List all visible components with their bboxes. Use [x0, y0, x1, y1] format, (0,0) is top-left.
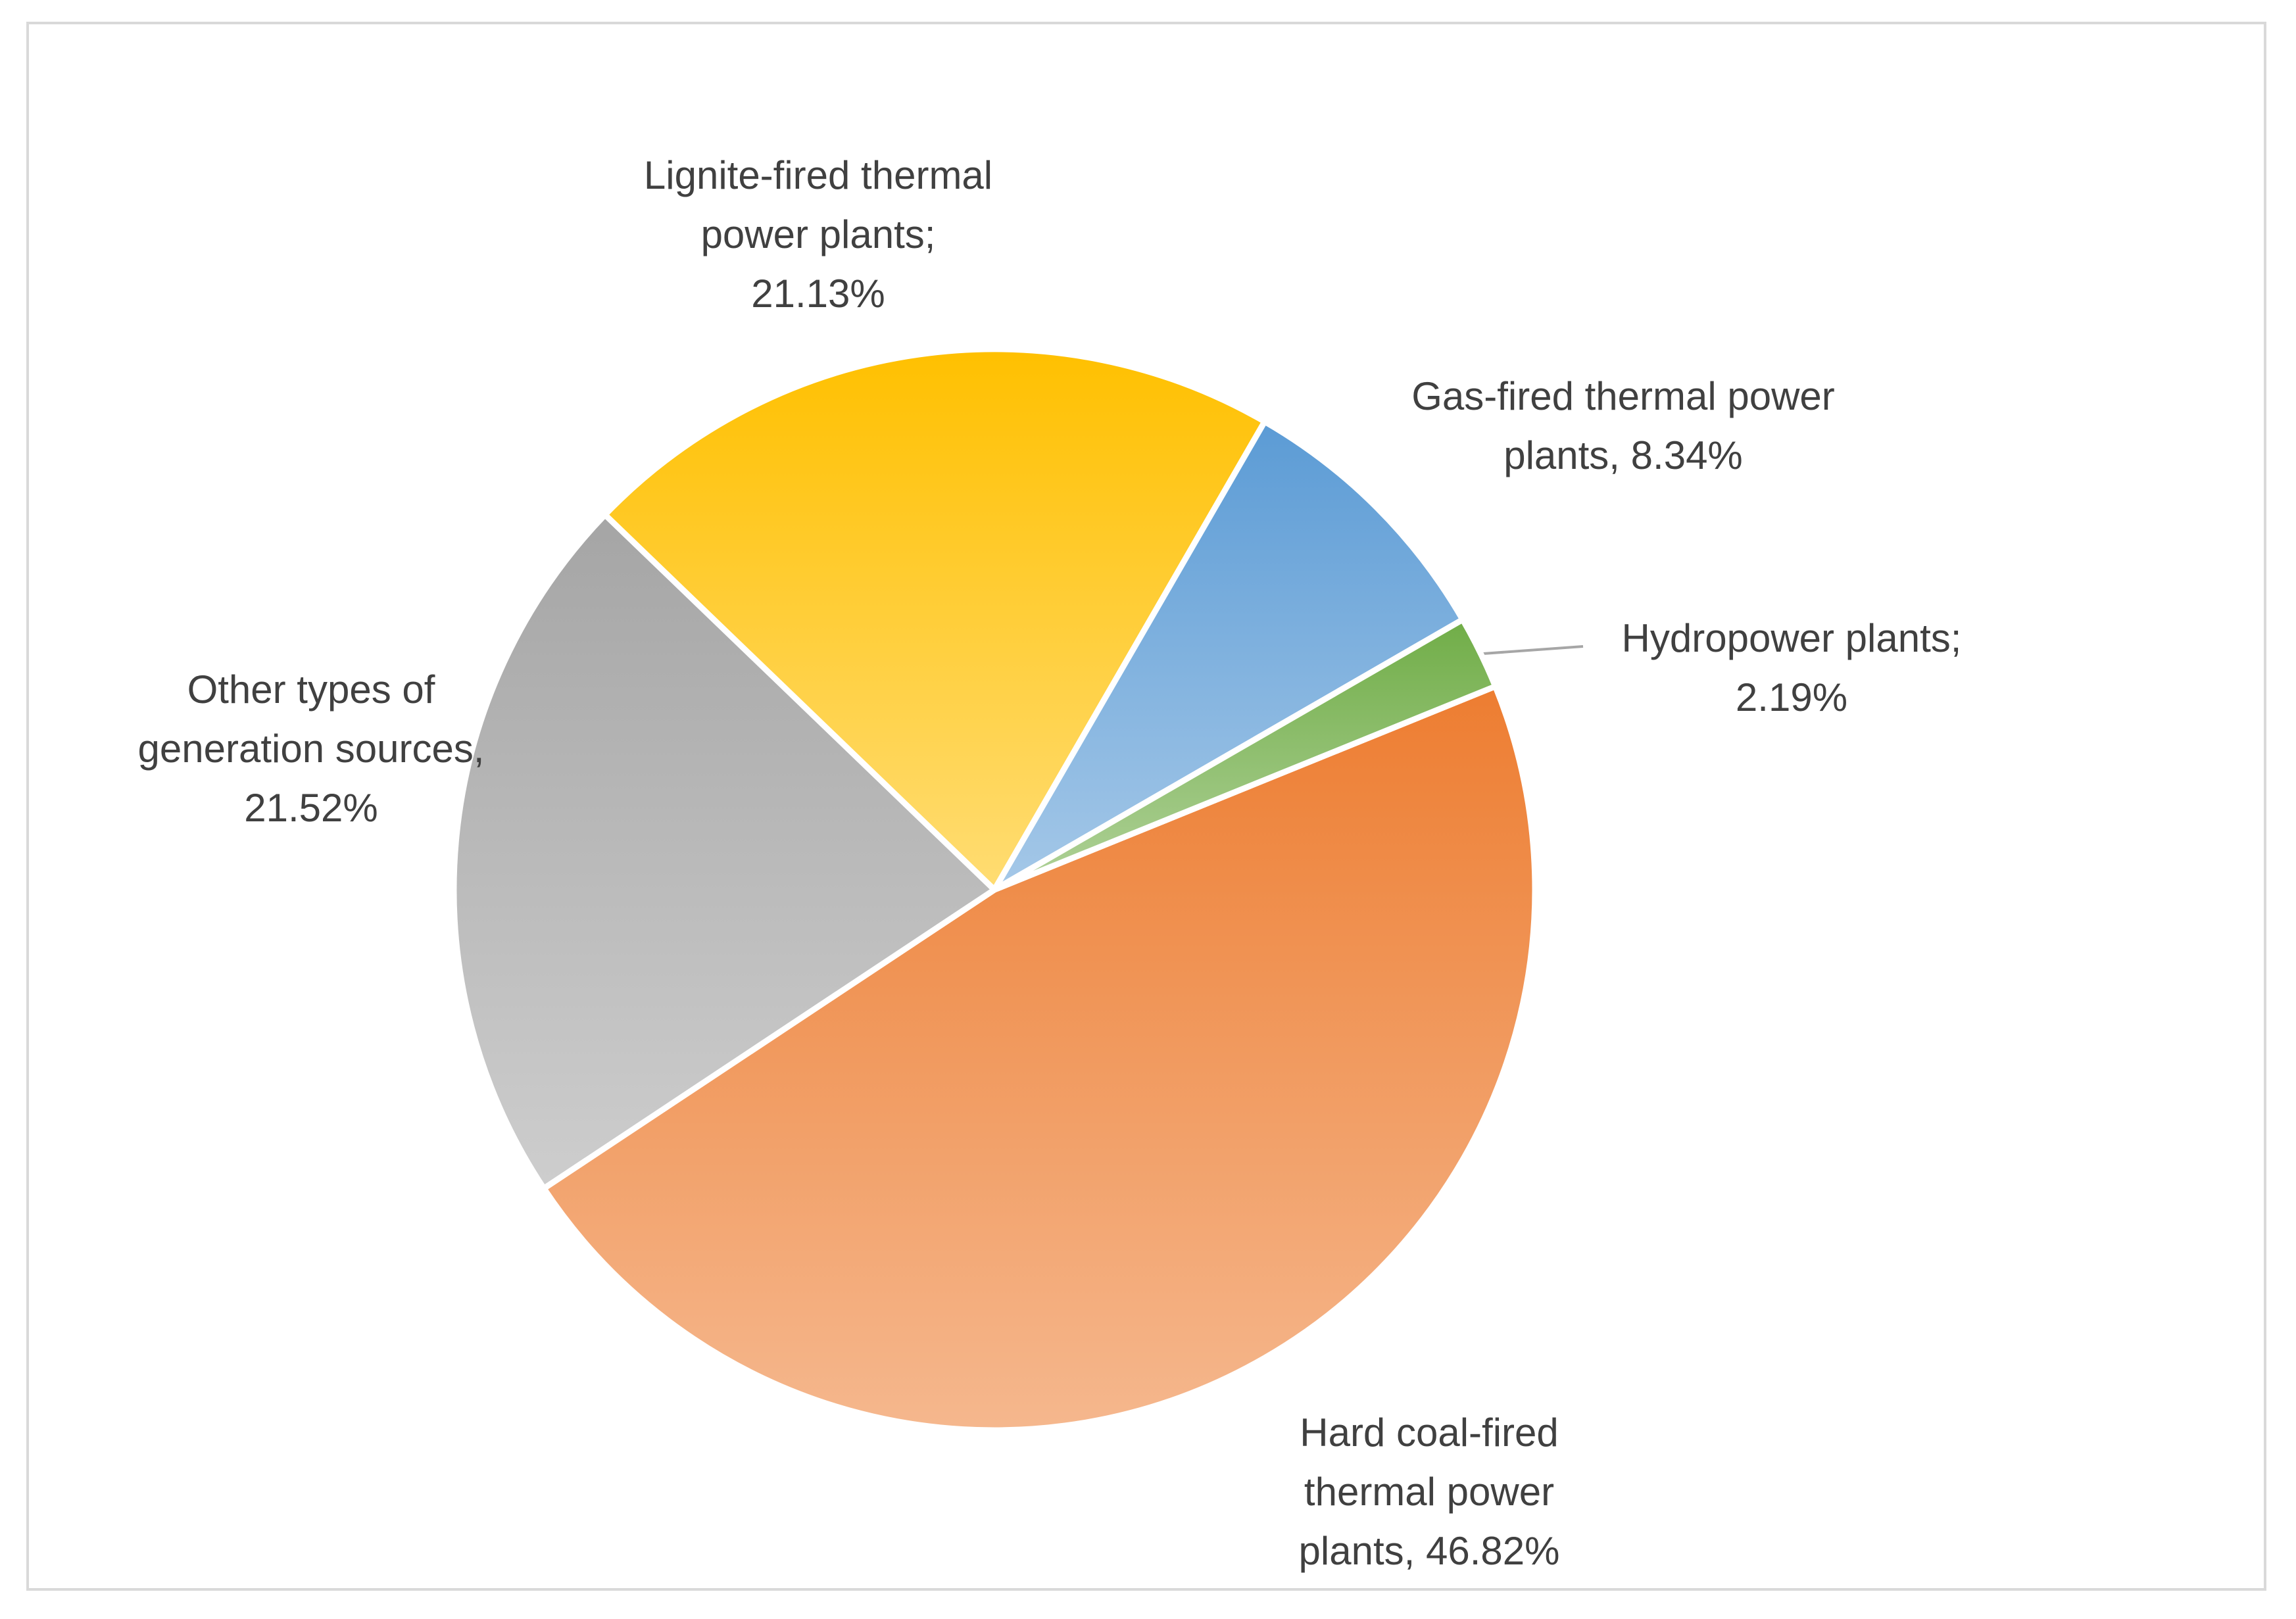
category-label: Lignite-fired thermal power plants;	[643, 153, 993, 256]
category-label: Hard coal-fired thermal power plants,	[1298, 1411, 1559, 1573]
data-label: Hydropower plants; 2.19%	[1581, 609, 2002, 727]
data-label: Lignite-fired thermal power plants; 21.1…	[595, 146, 1042, 324]
category-label: Hydropower plants;	[1621, 616, 1962, 660]
data-label: Other types of generation sources, 21.52…	[94, 660, 528, 838]
value-label: 46.82%	[1425, 1529, 1560, 1573]
pie-slice	[602, 346, 1268, 893]
value-label: 8.34%	[1630, 433, 1743, 477]
data-label: Gas-fired thermal power plants, 8.34%	[1409, 367, 1837, 485]
pie-slice	[991, 418, 1466, 893]
category-label: Gas-fired thermal power plants,	[1411, 374, 1835, 477]
value-label: 21.52%	[244, 786, 378, 830]
category-label: Other types of generation sources,	[137, 667, 485, 771]
pie-slice	[991, 616, 1499, 893]
leader-line	[1482, 645, 1584, 655]
pie-slice	[451, 512, 998, 1192]
pie-slice	[541, 683, 1538, 1434]
value-label: 2.19%	[1735, 675, 1848, 719]
chart-frame	[26, 22, 2266, 1591]
value-label: 21.13%	[751, 272, 885, 316]
data-label: Hard coal-fired thermal power plants, 46…	[1265, 1403, 1594, 1581]
